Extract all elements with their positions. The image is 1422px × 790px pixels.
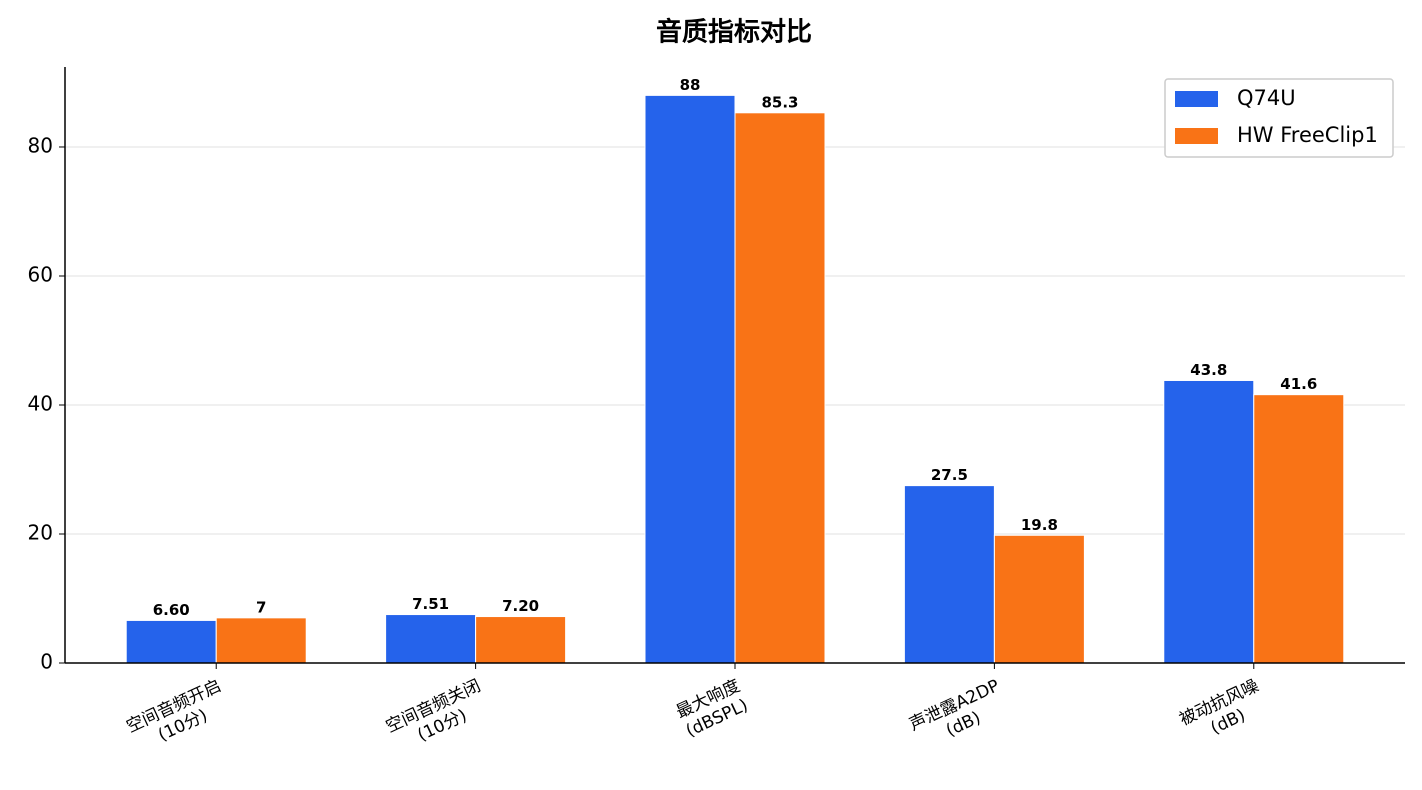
y-tick-label: 20 <box>28 520 53 544</box>
value-label: 41.6 <box>1280 375 1317 393</box>
value-label: 19.8 <box>1021 516 1058 534</box>
chart-title: 音质指标对比 <box>656 17 812 48</box>
x-tick-label: 空间音频开启(10分) <box>124 676 225 746</box>
value-label: 7 <box>256 598 266 616</box>
bar <box>903 485 995 664</box>
bar <box>993 534 1085 664</box>
bar <box>644 94 736 664</box>
value-label: 6.60 <box>153 601 190 619</box>
value-label: 7.20 <box>502 597 539 615</box>
value-label: 27.5 <box>931 466 968 484</box>
bar <box>1253 394 1345 664</box>
y-tick-label: 40 <box>28 391 53 415</box>
value-label: 88 <box>680 76 701 94</box>
y-tick-label: 0 <box>40 650 53 674</box>
y-tick-label: 60 <box>28 262 53 286</box>
legend-label: Q74U <box>1237 86 1296 110</box>
x-tick-label: 声泄露A2DP(dB) <box>906 676 1002 741</box>
value-label: 43.8 <box>1190 361 1227 379</box>
x-tick-label: 被动抗风噪(dB) <box>1177 676 1262 739</box>
bar <box>734 112 826 664</box>
value-label: 7.51 <box>412 595 449 613</box>
x-tick-label: 最大响度(dBSPL) <box>673 676 751 741</box>
legend-swatch <box>1175 128 1218 144</box>
legend-swatch <box>1175 91 1218 107</box>
legend-box <box>1164 78 1394 158</box>
y-tick-label: 80 <box>28 133 53 157</box>
x-tick-label: 空间音频关闭(10分) <box>383 676 484 746</box>
bar <box>215 617 307 664</box>
bar <box>1163 379 1255 664</box>
bar <box>475 616 567 664</box>
legend-label: HW FreeClip1 <box>1237 123 1378 147</box>
bar <box>125 619 217 664</box>
value-label: 85.3 <box>761 93 798 111</box>
bar <box>385 614 477 664</box>
